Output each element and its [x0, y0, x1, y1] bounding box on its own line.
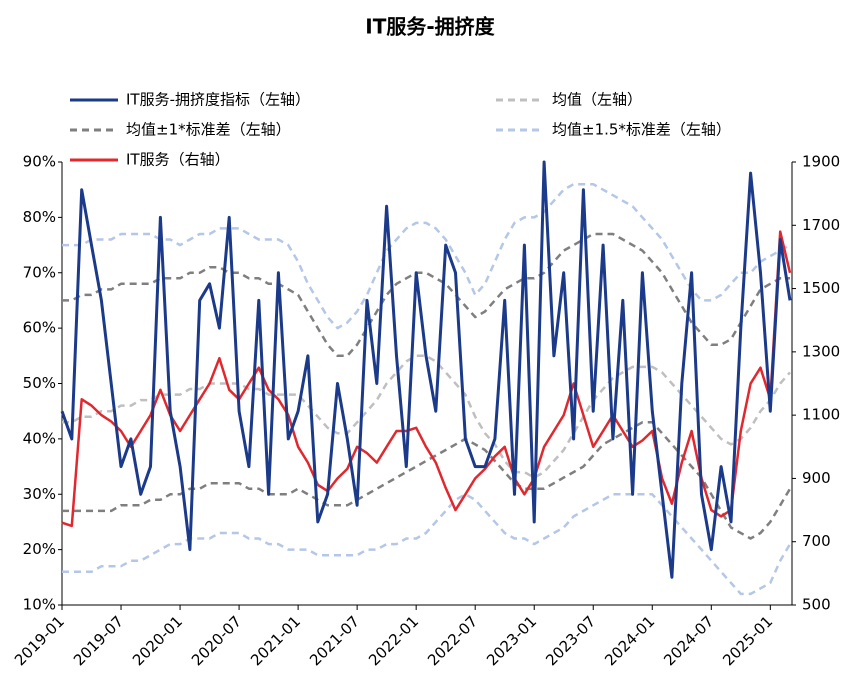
y-tick-label: 80% — [23, 208, 56, 226]
y2-tick-label: 1100 — [802, 406, 840, 424]
legend-label: IT服务（右轴） — [126, 151, 230, 169]
legend-label: 均值±1.5*标准差（左轴） — [552, 121, 731, 139]
x-tick-label: 2021-01 — [247, 612, 304, 669]
x-tick-label: 2023-01 — [483, 612, 540, 669]
y2-tick-label: 1300 — [802, 342, 840, 360]
legend-label: 均值±1*标准差（左轴） — [126, 121, 291, 139]
y2-tick-label: 1900 — [802, 153, 840, 171]
x-tick-label: 2024-07 — [660, 612, 717, 669]
x-tick-label: 2019-01 — [11, 612, 68, 669]
y-tick-label: 40% — [23, 429, 56, 447]
y-tick-label: 70% — [23, 263, 56, 281]
x-tick-label: 2025-01 — [719, 612, 776, 669]
y2-tick-label: 1700 — [802, 216, 840, 234]
chart-title: IT服务-拥挤度 — [365, 15, 495, 39]
y-tick-label: 60% — [23, 319, 56, 337]
y-tick-label: 30% — [23, 485, 56, 503]
x-tick-label: 2022-01 — [365, 612, 422, 669]
series-line — [62, 232, 790, 358]
y-tick-label: 10% — [23, 596, 56, 614]
series-line — [62, 182, 791, 330]
series-line-lower — [62, 493, 792, 596]
series-line — [60, 160, 792, 579]
y2-tick-label: 700 — [802, 532, 831, 550]
series-line — [61, 230, 792, 528]
x-tick-label: 2023-07 — [542, 612, 599, 669]
y2-tick-label: 900 — [802, 469, 831, 487]
x-tick-label: 2024-01 — [601, 612, 658, 669]
x-tick-label: 2020-07 — [188, 612, 245, 669]
x-tick-label: 2022-07 — [424, 612, 481, 669]
legend-label: 均值（左轴） — [552, 91, 642, 109]
y-tick-label: 20% — [23, 540, 56, 558]
x-tick-label: 2021-07 — [306, 612, 363, 669]
y2-tick-label: 500 — [802, 596, 831, 614]
legend-label: IT服务-拥挤度指标（左轴） — [126, 91, 310, 109]
x-tick-label: 2019-07 — [70, 612, 127, 669]
y2-tick-label: 1500 — [802, 279, 840, 297]
y-tick-label: 50% — [23, 374, 56, 392]
series-line-lower — [62, 421, 792, 540]
x-tick-label: 2020-01 — [129, 612, 186, 669]
y-tick-label: 90% — [23, 153, 56, 171]
